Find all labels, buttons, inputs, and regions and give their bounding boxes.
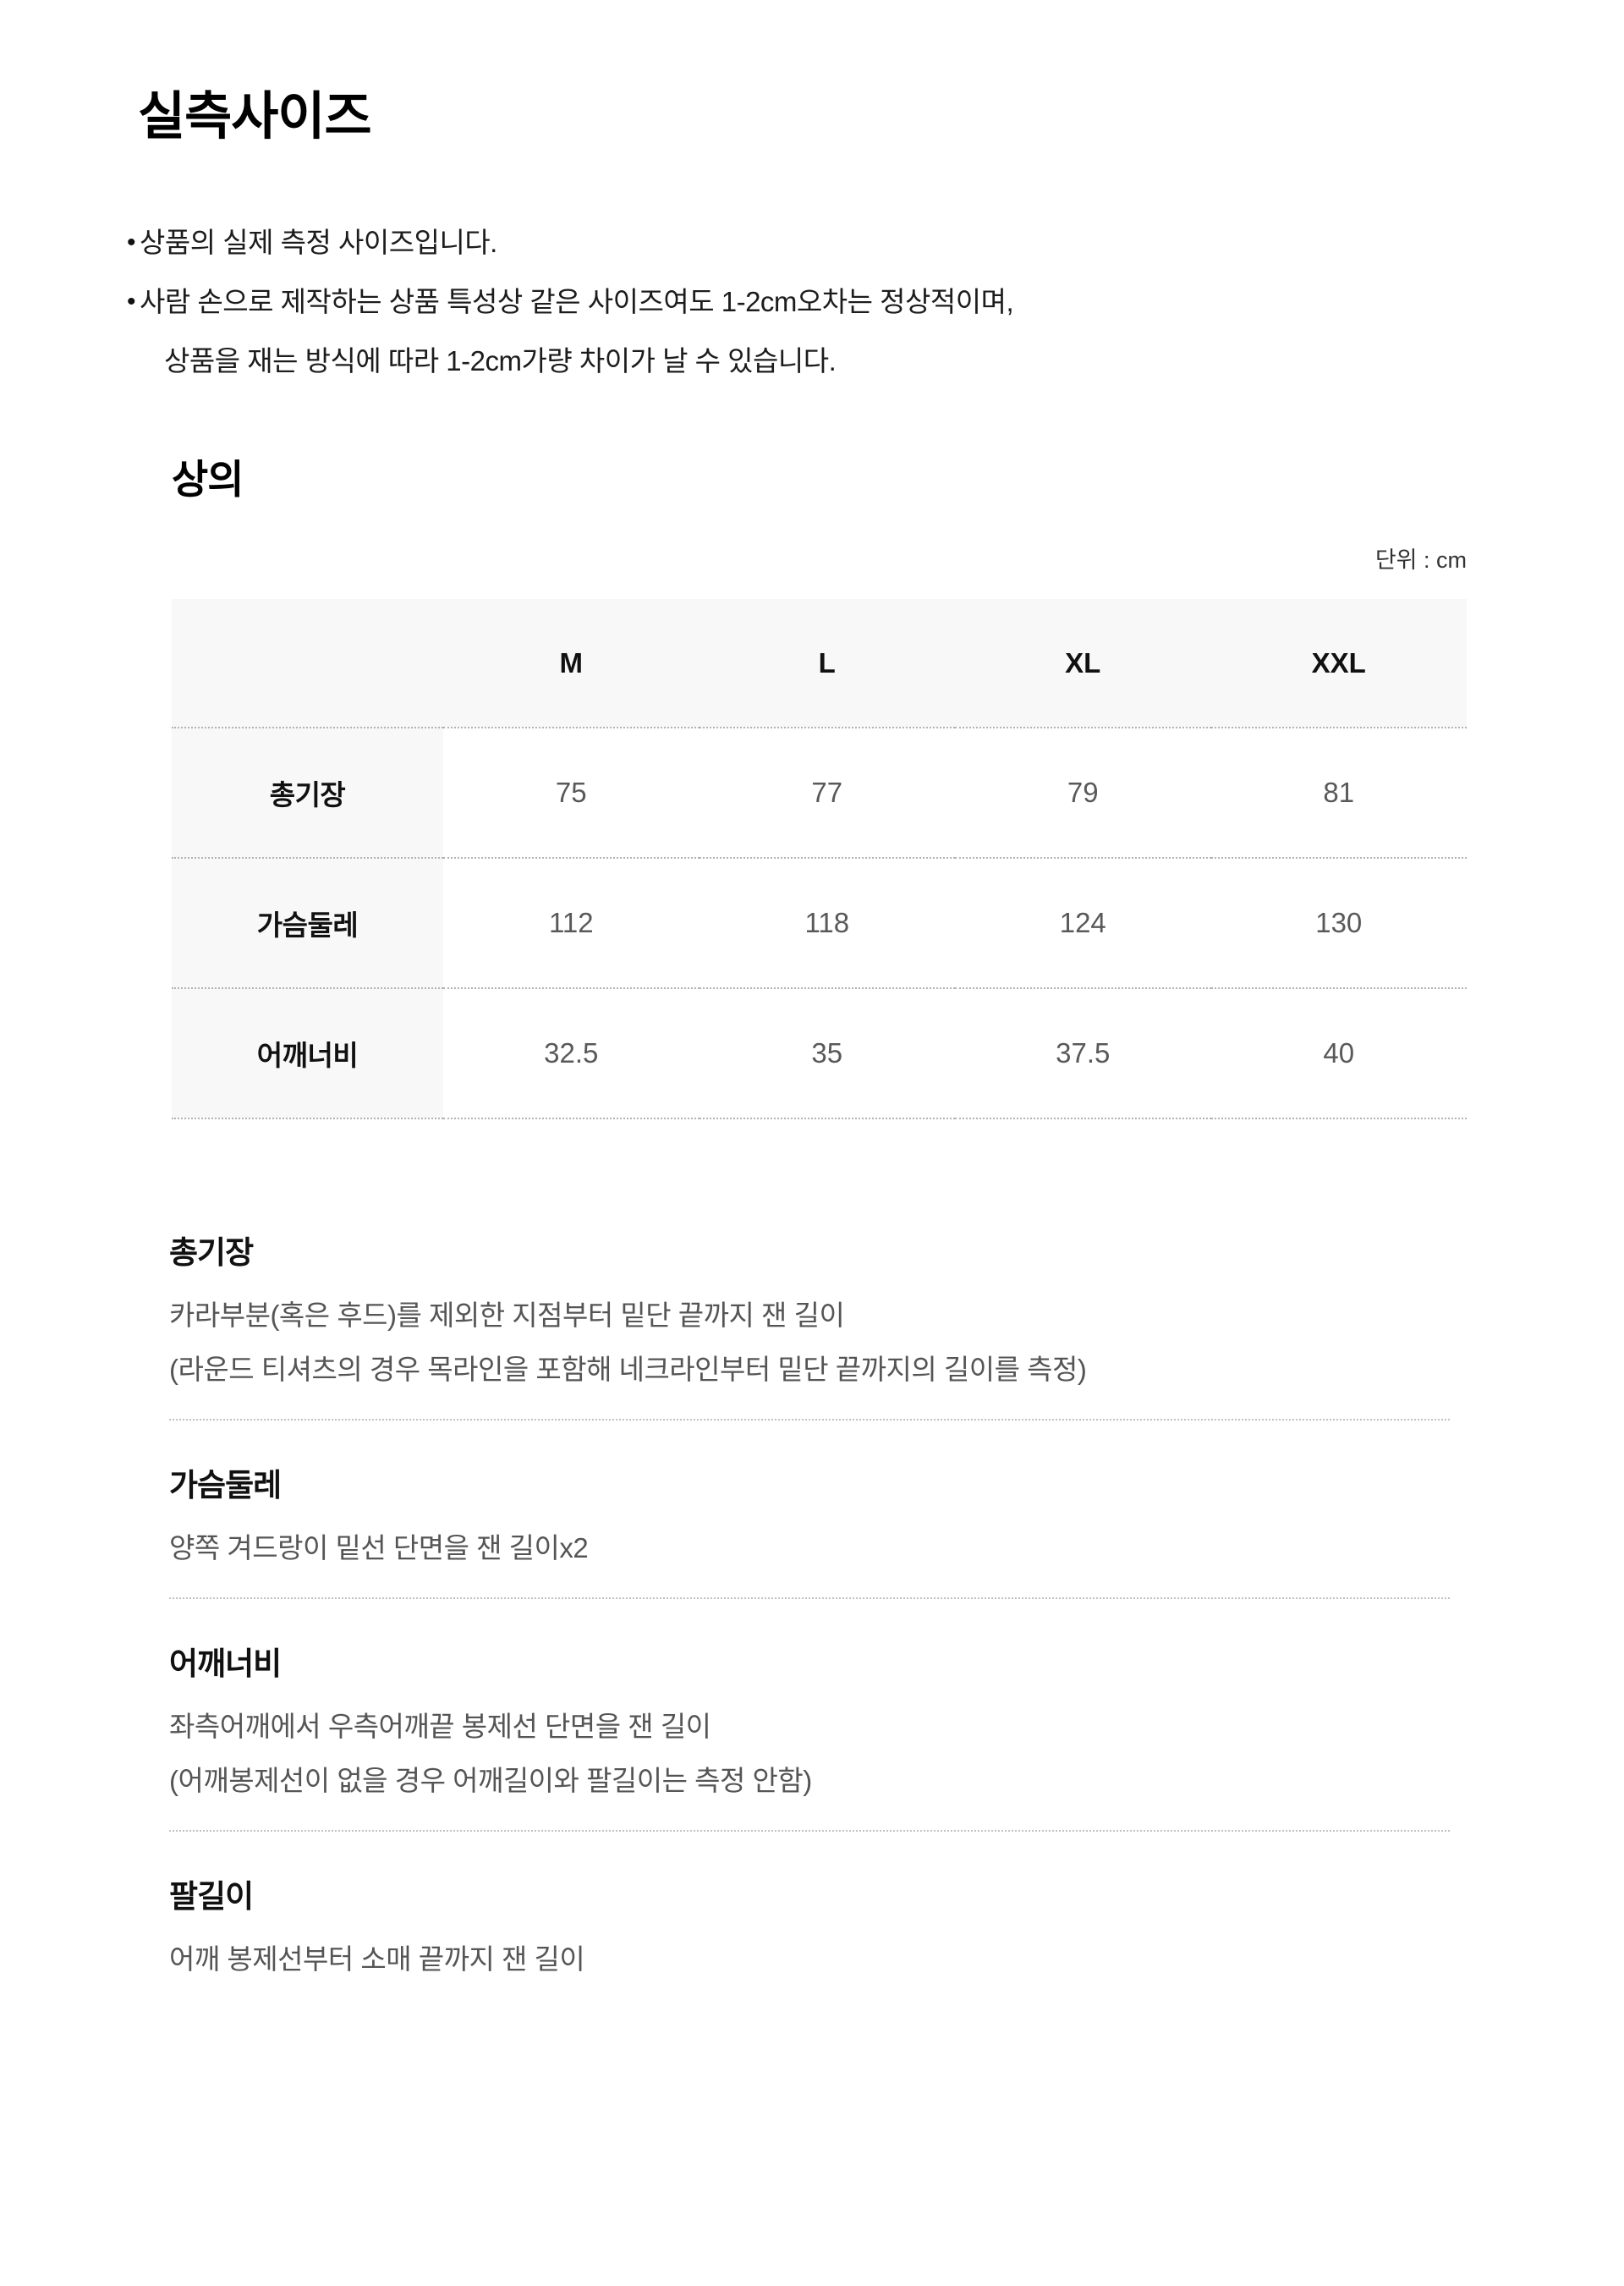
size-value-cell: 32.5 <box>443 988 700 1118</box>
size-value-cell: 124 <box>955 858 1211 988</box>
dotted-divider <box>169 1830 1450 1832</box>
section-title-tops: 상의 <box>172 457 244 502</box>
measure-guide-section: 총기장 카라부분(혹은 후드)를 제외한 지점부터 밑단 끝까지 잰 길이 (라… <box>169 1234 1450 1397</box>
notes-list: • 상품의 실제 측정 사이즈입니다. • 사람 손으로 제작하는 상품 특성상… <box>127 213 1624 391</box>
guide-section-title: 총기장 <box>169 1235 254 1270</box>
size-value-cell: 75 <box>443 728 700 858</box>
size-column-header: L <box>818 646 836 679</box>
note-text: 상품의 실제 측정 사이즈입니다. <box>140 227 497 258</box>
bullet-icon: • <box>127 228 136 256</box>
guide-section-line: 어깨 봉제선부터 소매 끝까지 잰 길이 <box>169 1943 585 1975</box>
table-row: 어깨너비 32.5 35 37.5 40 <box>172 988 1467 1118</box>
unit-label-row: 단위 : cm <box>172 548 1467 572</box>
guide-section-line: 카라부분(혹은 후드)를 제외한 지점부터 밑단 끝까지 잰 길이 <box>169 1300 845 1331</box>
bullet-icon: • <box>127 288 136 316</box>
guide-section-line: (어깨봉제선이 없을 경우 어깨길이와 팔길이는 측정 안함) <box>169 1765 812 1796</box>
dotted-divider <box>169 1597 1450 1599</box>
size-value-cell: 79 <box>955 728 1211 858</box>
dotted-divider <box>169 1419 1450 1421</box>
size-value-cell: 112 <box>443 858 700 988</box>
list-item: • 상품의 실제 측정 사이즈입니다. <box>127 213 1624 272</box>
row-label: 어깨너비 <box>172 988 443 1118</box>
measure-guide-section: 가슴둘레 양쪽 겨드랑이 밑선 단면을 잰 길이x2 <box>169 1467 1450 1575</box>
size-value-cell: 35 <box>699 988 955 1118</box>
size-table-header-row: M L XL XXL <box>172 599 1467 728</box>
guide-section-line: (라운드 티셔츠의 경우 목라인을 포함해 네크라인부터 밑단 끝까지의 길이를… <box>169 1354 1087 1385</box>
list-item: • 사람 손으로 제작하는 상품 특성상 같은 사이즈여도 1-2cm오차는 정… <box>127 272 1624 332</box>
size-value-cell: 130 <box>1210 858 1467 988</box>
size-column-header: M <box>559 646 584 679</box>
unit-label: 단위 : cm <box>1374 547 1467 573</box>
page-title: 실측사이즈 <box>138 87 372 145</box>
size-table-corner-cell <box>172 599 443 728</box>
measure-guide-section: 팔길이 어깨 봉제선부터 소매 끝까지 잰 길이 <box>169 1878 1450 1987</box>
guide-section-title: 가슴둘레 <box>169 1468 282 1503</box>
table-row: 총기장 75 77 79 81 <box>172 728 1467 858</box>
size-table: M L XL XXL 총기장 75 77 79 81 가슴둘레 112 118 … <box>172 599 1467 1119</box>
guide-section-title: 팔길이 <box>169 1879 254 1914</box>
size-value-cell: 37.5 <box>955 988 1211 1118</box>
note-text: 사람 손으로 제작하는 상품 특성상 같은 사이즈여도 1-2cm오차는 정상적… <box>140 286 1014 317</box>
row-label: 총기장 <box>172 728 443 858</box>
guide-section-title: 어깨너비 <box>169 1646 282 1681</box>
size-column-header: XXL <box>1311 646 1366 679</box>
note-continuation-text: 상품을 재는 방식에 따라 1-2cm가량 차이가 날 수 있습니다. <box>164 345 837 376</box>
guide-section-line: 좌측어깨에서 우측어깨끝 봉제선 단면을 잰 길이 <box>169 1711 711 1742</box>
size-value-cell: 40 <box>1210 988 1467 1118</box>
size-column-header: XL <box>1065 646 1101 679</box>
size-value-cell: 77 <box>699 728 955 858</box>
guide-section-line: 양쪽 겨드랑이 밑선 단면을 잰 길이x2 <box>169 1532 589 1563</box>
size-value-cell: 118 <box>699 858 955 988</box>
size-value-cell: 81 <box>1210 728 1467 858</box>
row-label: 가슴둘레 <box>172 858 443 988</box>
measure-guide: 총기장 카라부분(혹은 후드)를 제외한 지점부터 밑단 끝까지 잰 길이 (라… <box>169 1234 1450 1987</box>
measure-guide-section: 어깨너비 좌측어깨에서 우측어깨끝 봉제선 단면을 잰 길이 (어깨봉제선이 없… <box>169 1646 1450 1808</box>
table-row: 가슴둘레 112 118 124 130 <box>172 858 1467 988</box>
